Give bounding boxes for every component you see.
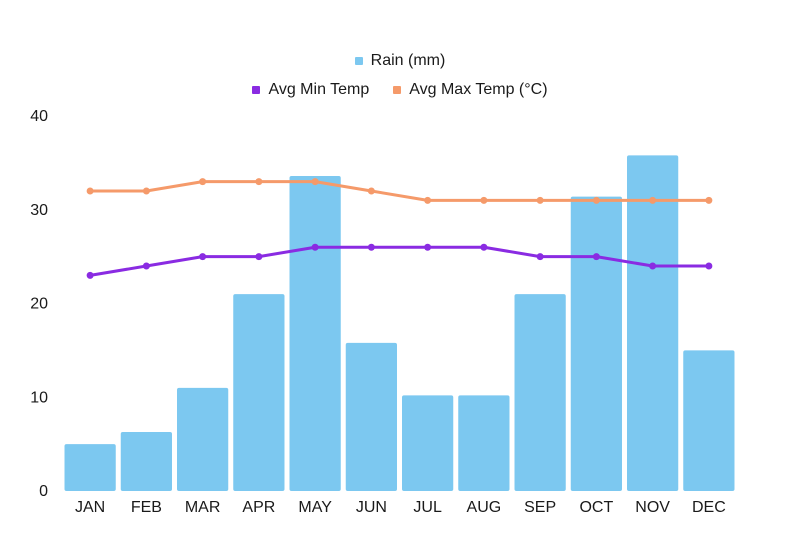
bar-rain-apr: [233, 294, 285, 491]
x-tick-label: NOV: [635, 499, 670, 516]
x-tick-label: JAN: [75, 499, 105, 516]
x-tick-label: SEP: [524, 499, 556, 516]
point-max-temp-mar: [199, 178, 207, 186]
bar-rain-feb: [120, 431, 172, 491]
bar-rain-dec: [683, 350, 735, 491]
point-min-temp-jan: [86, 271, 94, 279]
x-tick-label: FEB: [131, 499, 162, 516]
x-tick-label: MAR: [185, 499, 221, 516]
point-max-temp-may: [311, 178, 319, 186]
line-max-temp: [90, 180, 709, 202]
x-tick-label: JUN: [356, 499, 387, 516]
point-min-temp-jun: [367, 243, 375, 251]
y-tick-label: 10: [30, 389, 48, 406]
legend-swatch-rain: [354, 57, 363, 65]
legend-item-max-temp[interactable]: Avg Max Temp (°C): [393, 81, 548, 99]
bar-rain-aug: [458, 395, 510, 491]
legend-item-rain[interactable]: Rain (mm): [354, 52, 446, 70]
point-max-temp-oct: [592, 196, 600, 204]
point-min-temp-feb: [142, 262, 150, 270]
x-tick-label: JUL: [413, 499, 442, 516]
point-min-temp-nov: [649, 262, 657, 270]
y-tick-label: 40: [30, 108, 48, 125]
legend-swatch-max-temp: [393, 86, 402, 94]
legend-label-max-temp: Avg Max Temp (°C): [409, 81, 548, 98]
point-min-temp-sep: [536, 253, 544, 261]
bar-rain-nov: [627, 155, 679, 491]
y-tick-label: 30: [30, 202, 48, 219]
point-min-temp-dec: [705, 262, 713, 270]
point-max-temp-jan: [86, 187, 94, 195]
point-min-temp-oct: [592, 253, 600, 261]
point-min-temp-aug: [480, 243, 488, 251]
bar-rain-sep: [514, 294, 566, 491]
x-tick-label: DEC: [692, 499, 726, 516]
legend-row-1: Rain (mm): [0, 52, 800, 70]
legend-label-min-temp: Avg Min Temp: [268, 81, 370, 98]
point-max-temp-jul: [424, 196, 432, 204]
point-min-temp-may: [311, 243, 319, 251]
point-max-temp-jun: [367, 187, 375, 195]
legend-row-2: Avg Min Temp Avg Max Temp (°C): [0, 81, 800, 99]
legend-item-min-temp[interactable]: Avg Min Temp: [252, 81, 369, 99]
point-min-temp-jul: [424, 243, 432, 251]
x-tick-label: AUG: [467, 499, 502, 516]
point-max-temp-dec: [705, 196, 713, 204]
y-tick-label: 0: [39, 483, 48, 500]
bar-rain-jun: [345, 342, 397, 491]
x-tick-label: APR: [242, 499, 275, 516]
point-max-temp-feb: [142, 187, 150, 195]
point-min-temp-mar: [199, 253, 207, 261]
legend-label-rain: Rain (mm): [370, 52, 446, 69]
x-tick-label: OCT: [579, 499, 613, 516]
bar-rain-mar: [177, 387, 229, 491]
y-tick-label: 20: [30, 296, 48, 313]
point-max-temp-sep: [536, 196, 544, 204]
bar-rain-may: [289, 176, 341, 491]
point-max-temp-nov: [649, 196, 657, 204]
bar-rain-oct: [570, 196, 622, 491]
bar-rain-jan: [64, 444, 116, 491]
line-min-temp: [89, 245, 709, 277]
bar-rain-jul: [402, 395, 454, 491]
point-min-temp-apr: [255, 253, 263, 261]
x-tick-label: MAY: [298, 499, 332, 516]
legend-swatch-min-temp: [252, 86, 261, 94]
point-max-temp-aug: [480, 196, 488, 204]
point-max-temp-apr: [255, 178, 263, 186]
